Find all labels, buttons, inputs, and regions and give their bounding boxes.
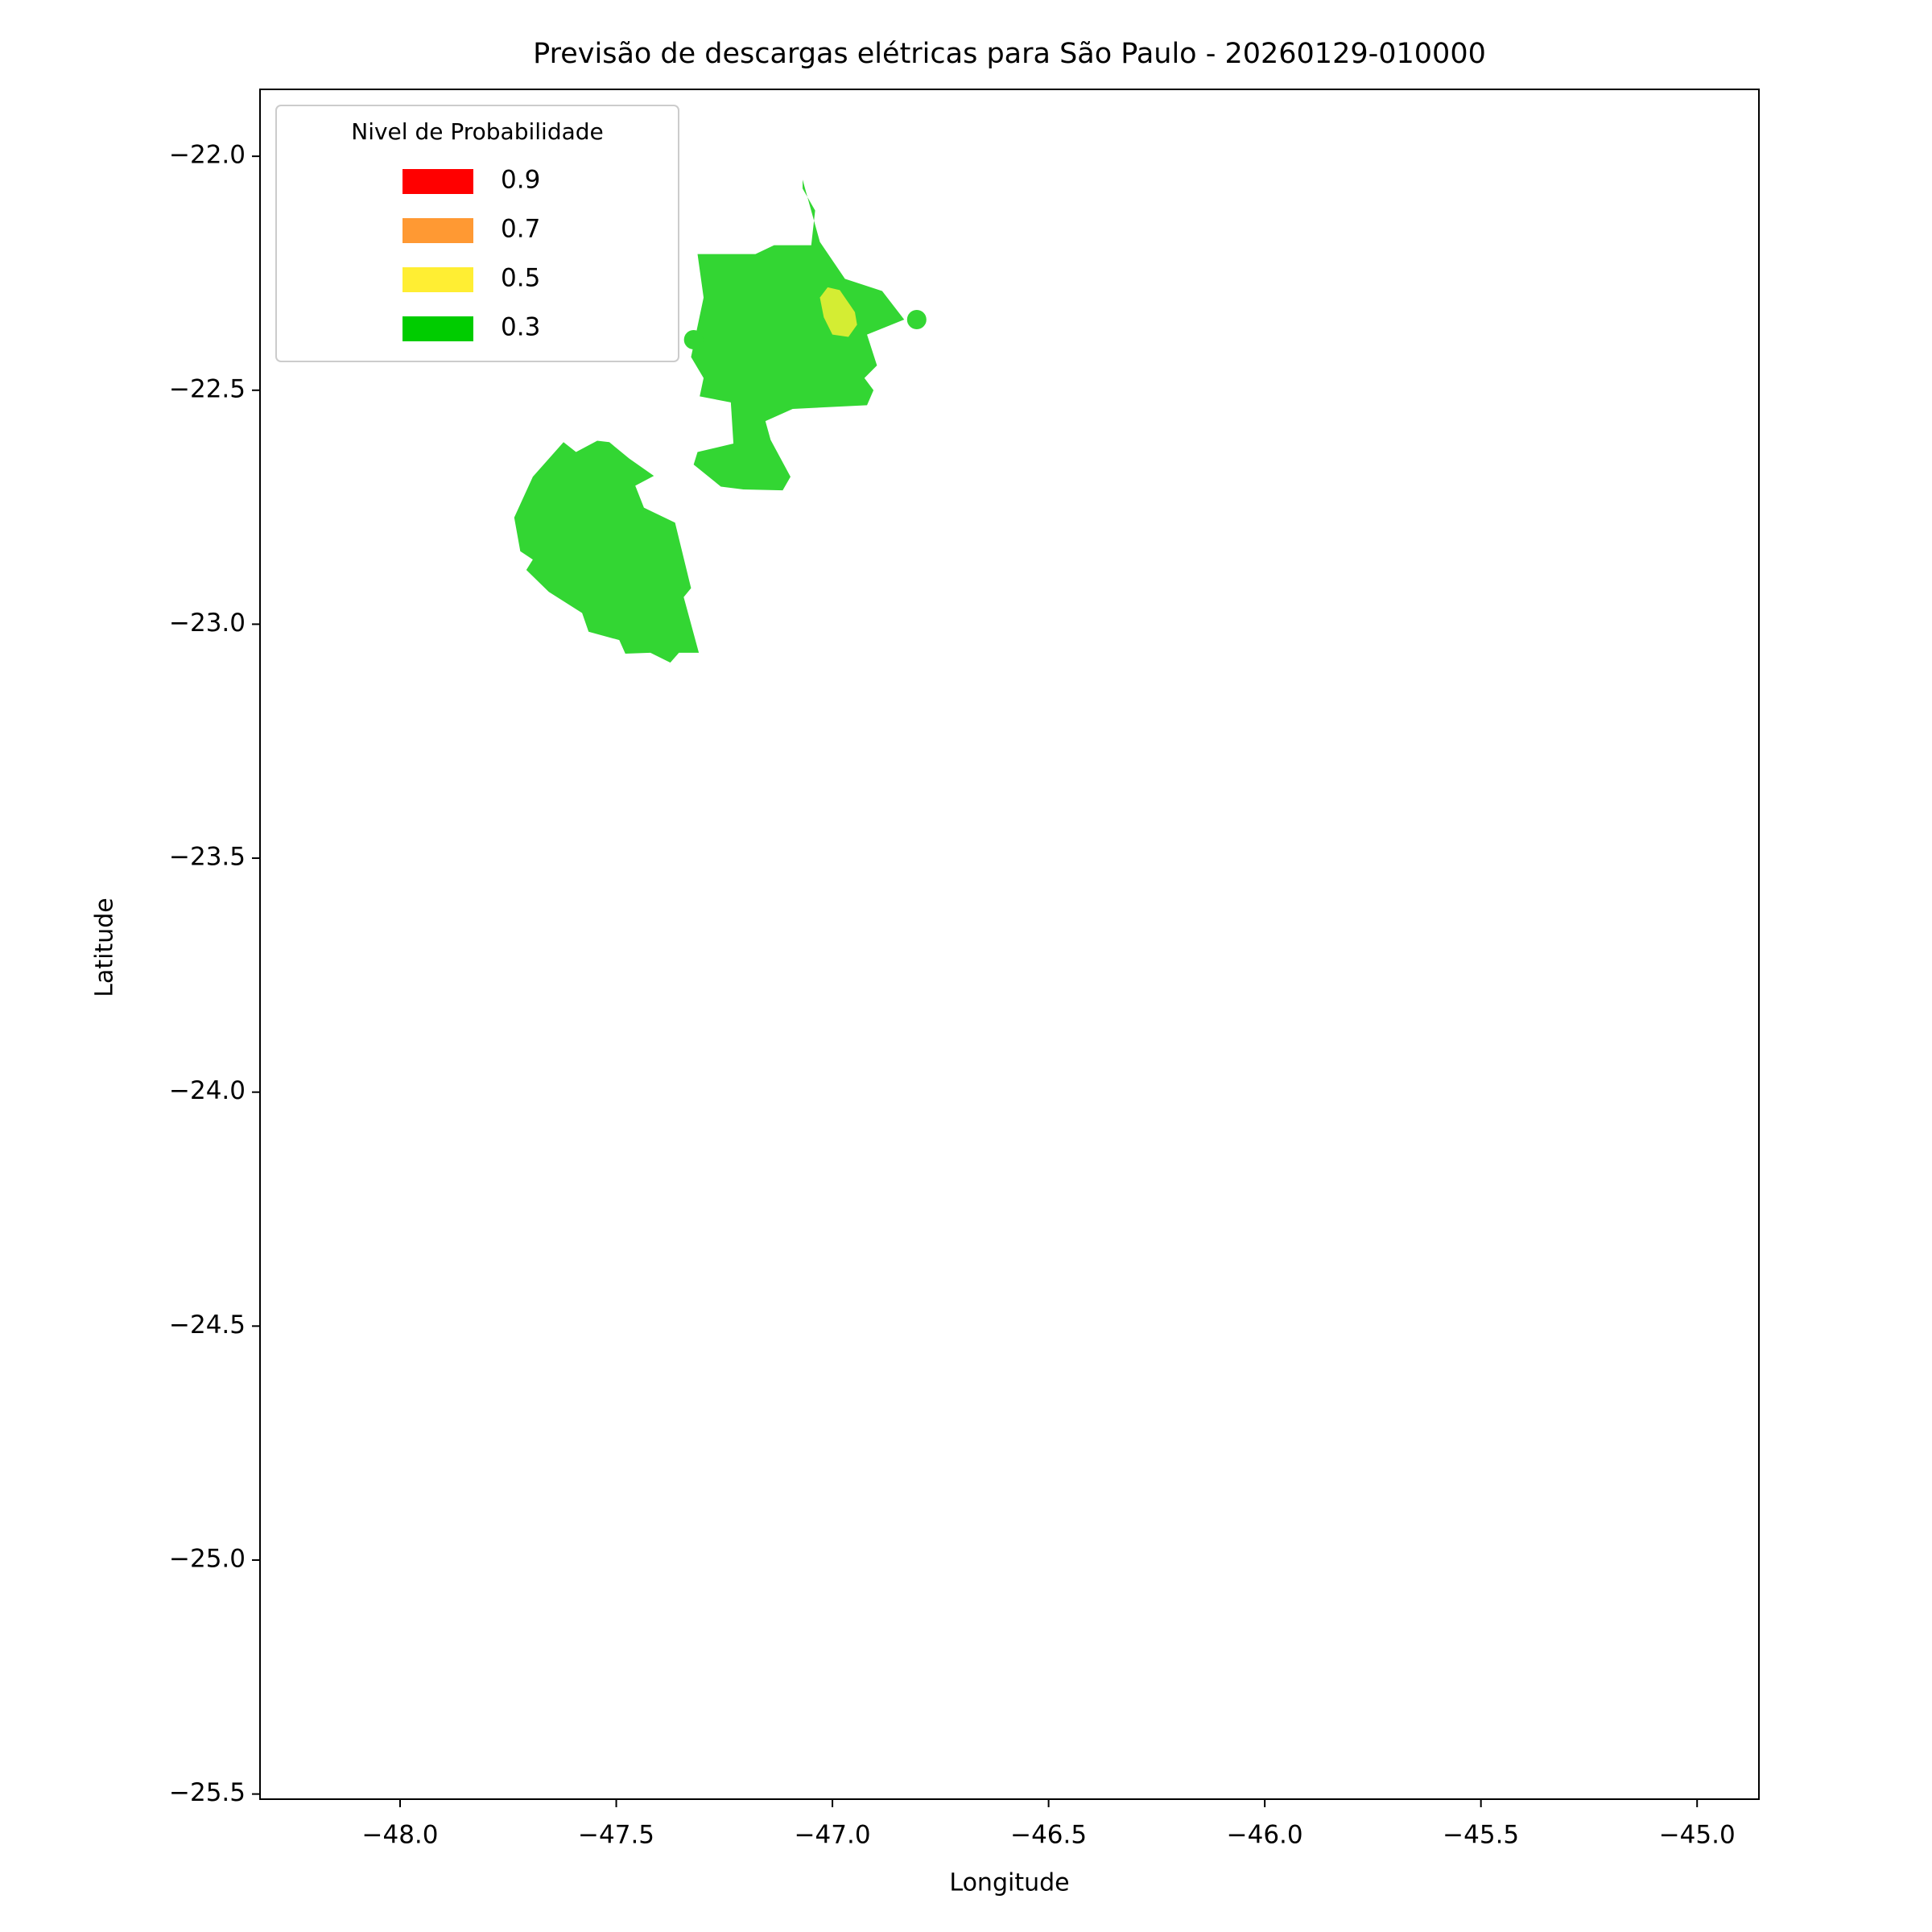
y-tick-label: −22.0 bbox=[169, 141, 246, 170]
legend-label: 0.5 bbox=[501, 264, 540, 293]
chart-title: Previsão de descargas elétricas para São… bbox=[533, 38, 1486, 70]
y-axis-label: Latitude bbox=[91, 898, 119, 997]
legend-label: 0.3 bbox=[501, 313, 540, 342]
y-tick-label: −25.0 bbox=[169, 1544, 246, 1573]
x-tick-label: −45.5 bbox=[1443, 1821, 1519, 1850]
contour-region bbox=[514, 440, 700, 663]
y-tick-label: −23.0 bbox=[169, 609, 246, 638]
legend-box bbox=[275, 105, 679, 362]
y-tick-label: −24.5 bbox=[169, 1311, 246, 1340]
contour-dot bbox=[683, 329, 704, 349]
contour-region bbox=[819, 287, 857, 337]
x-tick-label: −47.0 bbox=[795, 1821, 871, 1850]
legend-swatch bbox=[402, 316, 473, 341]
y-tick-label: −22.5 bbox=[169, 374, 246, 403]
legend: Nivel de Probabilidade 0.9 0.7 0.5 0.3 bbox=[275, 105, 679, 362]
plot-area bbox=[514, 180, 927, 663]
y-tick-label: −24.0 bbox=[169, 1076, 246, 1105]
legend-swatch bbox=[402, 218, 473, 243]
legend-title: Nivel de Probabilidade bbox=[351, 118, 604, 145]
contour-dot bbox=[906, 309, 927, 329]
legend-label: 0.9 bbox=[501, 166, 540, 195]
x-tick-label: −46.5 bbox=[1010, 1821, 1087, 1850]
x-axis-label: Longitude bbox=[949, 1869, 1069, 1897]
contour-region bbox=[691, 180, 905, 491]
x-tick-label: −48.0 bbox=[362, 1821, 439, 1850]
x-tick-label: −45.0 bbox=[1659, 1821, 1736, 1850]
legend-label: 0.7 bbox=[501, 215, 540, 244]
axes-frame bbox=[259, 89, 1760, 1800]
x-tick-label: −46.0 bbox=[1227, 1821, 1303, 1850]
legend-swatch bbox=[402, 267, 473, 292]
legend-swatch bbox=[402, 169, 473, 194]
x-tick-label: −47.5 bbox=[578, 1821, 654, 1850]
y-tick-label: −23.5 bbox=[169, 843, 246, 872]
y-tick-label: −25.5 bbox=[169, 1778, 246, 1807]
